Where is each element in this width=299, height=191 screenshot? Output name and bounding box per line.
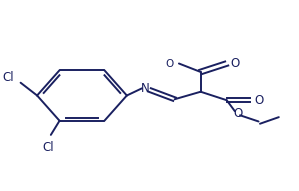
Text: O: O bbox=[231, 57, 240, 70]
Text: O: O bbox=[233, 107, 242, 120]
Text: N: N bbox=[141, 82, 150, 96]
Text: O: O bbox=[165, 58, 173, 69]
Text: Cl: Cl bbox=[42, 141, 54, 154]
Text: O: O bbox=[254, 94, 263, 107]
Text: Cl: Cl bbox=[3, 71, 14, 84]
